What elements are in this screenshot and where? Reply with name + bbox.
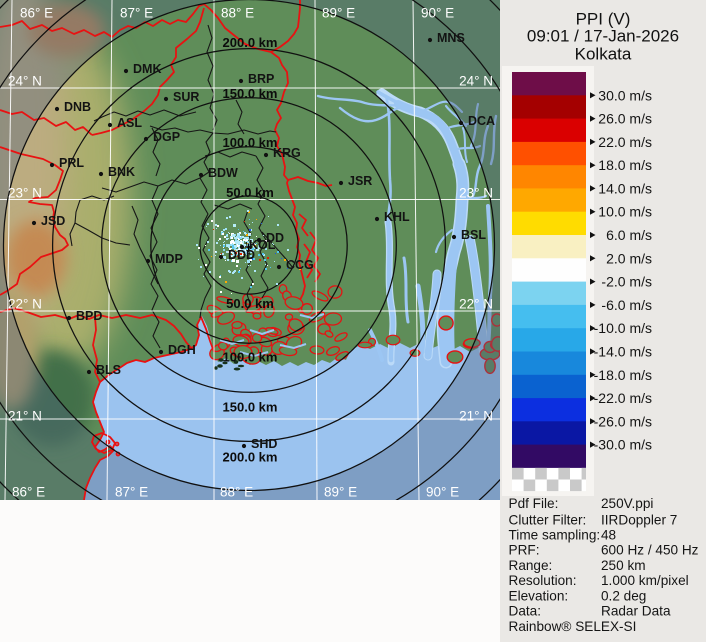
svg-text:22° N: 22° N <box>8 297 42 312</box>
svg-text:23° N: 23° N <box>8 186 42 201</box>
svg-text:86° E: 86° E <box>20 6 53 21</box>
svg-text:Kolkata: Kolkata <box>575 44 632 63</box>
svg-text:CCG: CCG <box>286 258 314 272</box>
svg-text:BRP: BRP <box>248 72 274 86</box>
svg-text:Range:: Range: <box>509 558 553 573</box>
svg-text:6.0 m/s: 6.0 m/s <box>606 227 652 243</box>
svg-text:SUR: SUR <box>173 90 199 104</box>
svg-text:88° E: 88° E <box>220 485 253 500</box>
svg-text:150.0 km: 150.0 km <box>223 400 278 415</box>
svg-text:24° N: 24° N <box>8 74 42 89</box>
svg-text:24° N: 24° N <box>459 74 493 89</box>
svg-text:50.0 km: 50.0 km <box>226 296 274 311</box>
svg-text:26.0 m/s: 26.0 m/s <box>598 111 652 127</box>
svg-text:DDD: DDD <box>228 248 255 262</box>
svg-text:-2.0 m/s: -2.0 m/s <box>601 274 652 290</box>
svg-text:100.0 km: 100.0 km <box>223 350 278 365</box>
svg-text:-18.0 m/s: -18.0 m/s <box>594 367 652 383</box>
svg-text:DGP: DGP <box>153 130 180 144</box>
svg-text:BPD: BPD <box>76 309 102 323</box>
svg-text:Elevation:: Elevation: <box>509 588 569 603</box>
svg-text:-26.0 m/s: -26.0 m/s <box>594 413 652 429</box>
svg-text:87° E: 87° E <box>120 6 153 21</box>
svg-text:21° N: 21° N <box>8 409 42 424</box>
svg-text:KRG: KRG <box>273 146 301 160</box>
svg-text:200.0 km: 200.0 km <box>223 450 278 465</box>
svg-text:PRL: PRL <box>59 156 84 170</box>
svg-text:Clutter Filter:: Clutter Filter: <box>509 512 587 527</box>
svg-text:90° E: 90° E <box>421 6 454 21</box>
svg-text:22.0 m/s: 22.0 m/s <box>598 134 652 150</box>
svg-text:Time sampling:: Time sampling: <box>509 528 601 543</box>
svg-text:87° E: 87° E <box>115 485 148 500</box>
svg-text:600 Hz / 450 Hz: 600 Hz / 450 Hz <box>601 543 699 558</box>
svg-text:PPI (V): PPI (V) <box>576 9 631 28</box>
svg-text:18.0 m/s: 18.0 m/s <box>598 157 652 173</box>
svg-text:Resolution:: Resolution: <box>509 573 577 588</box>
svg-text:250 km: 250 km <box>601 558 646 573</box>
svg-text:150.0 km: 150.0 km <box>223 86 278 101</box>
svg-text:22° N: 22° N <box>459 297 493 312</box>
svg-text:48: 48 <box>601 528 616 543</box>
svg-text:-6.0 m/s: -6.0 m/s <box>601 297 652 313</box>
svg-text:50.0 km: 50.0 km <box>226 185 274 200</box>
svg-text:DGH: DGH <box>168 343 196 357</box>
svg-text:SHD: SHD <box>251 437 277 451</box>
svg-text:KOL: KOL <box>249 238 276 252</box>
svg-text:2.0 m/s: 2.0 m/s <box>606 250 652 266</box>
svg-text:DMK: DMK <box>133 62 161 76</box>
svg-text:200.0 km: 200.0 km <box>223 35 278 50</box>
svg-text:-10.0 m/s: -10.0 m/s <box>594 320 652 336</box>
svg-text:BSL: BSL <box>461 228 486 242</box>
svg-text:Pdf File:: Pdf File: <box>509 496 559 511</box>
svg-text:100.0 km: 100.0 km <box>223 135 278 150</box>
svg-text:JSD: JSD <box>41 214 65 228</box>
svg-text:Radar Data: Radar Data <box>601 603 671 618</box>
svg-text:10.0 m/s: 10.0 m/s <box>598 204 652 220</box>
svg-text:KHL: KHL <box>384 210 410 224</box>
svg-text:BLS: BLS <box>96 363 121 377</box>
svg-text:89° E: 89° E <box>324 485 357 500</box>
svg-text:JSR: JSR <box>348 174 372 188</box>
svg-text:14.0 m/s: 14.0 m/s <box>598 180 652 196</box>
svg-text:BNK: BNK <box>108 165 135 179</box>
svg-text:0.2 deg: 0.2 deg <box>601 588 646 603</box>
svg-text:09:01 / 17-Jan-2026: 09:01 / 17-Jan-2026 <box>527 27 679 46</box>
svg-text:30.0 m/s: 30.0 m/s <box>598 87 652 103</box>
svg-text:Rainbow® SELEX-SI: Rainbow® SELEX-SI <box>509 619 637 634</box>
svg-text:DNB: DNB <box>64 100 91 114</box>
svg-text:PRF:: PRF: <box>509 543 540 558</box>
svg-text:DCA: DCA <box>468 114 495 128</box>
svg-text:-22.0 m/s: -22.0 m/s <box>594 390 652 406</box>
svg-text:89° E: 89° E <box>322 6 355 21</box>
svg-text:90° E: 90° E <box>426 485 459 500</box>
svg-text:-30.0 m/s: -30.0 m/s <box>594 437 652 453</box>
svg-text:86° E: 86° E <box>12 485 45 500</box>
svg-text:21° N: 21° N <box>459 409 493 424</box>
svg-text:BDW: BDW <box>208 166 238 180</box>
svg-text:250V.ppi: 250V.ppi <box>601 496 653 511</box>
svg-text:MDP: MDP <box>155 252 183 266</box>
svg-text:23° N: 23° N <box>459 186 493 201</box>
svg-text:1.000 km/pixel: 1.000 km/pixel <box>601 573 689 588</box>
svg-text:DD: DD <box>266 231 284 245</box>
svg-text:MNS: MNS <box>437 31 465 45</box>
svg-text:88° E: 88° E <box>221 6 254 21</box>
svg-text:ASL: ASL <box>117 116 142 130</box>
svg-text:Data:: Data: <box>509 603 542 618</box>
svg-text:IIRDoppler 7: IIRDoppler 7 <box>601 512 677 527</box>
svg-text:-14.0 m/s: -14.0 m/s <box>594 344 652 360</box>
